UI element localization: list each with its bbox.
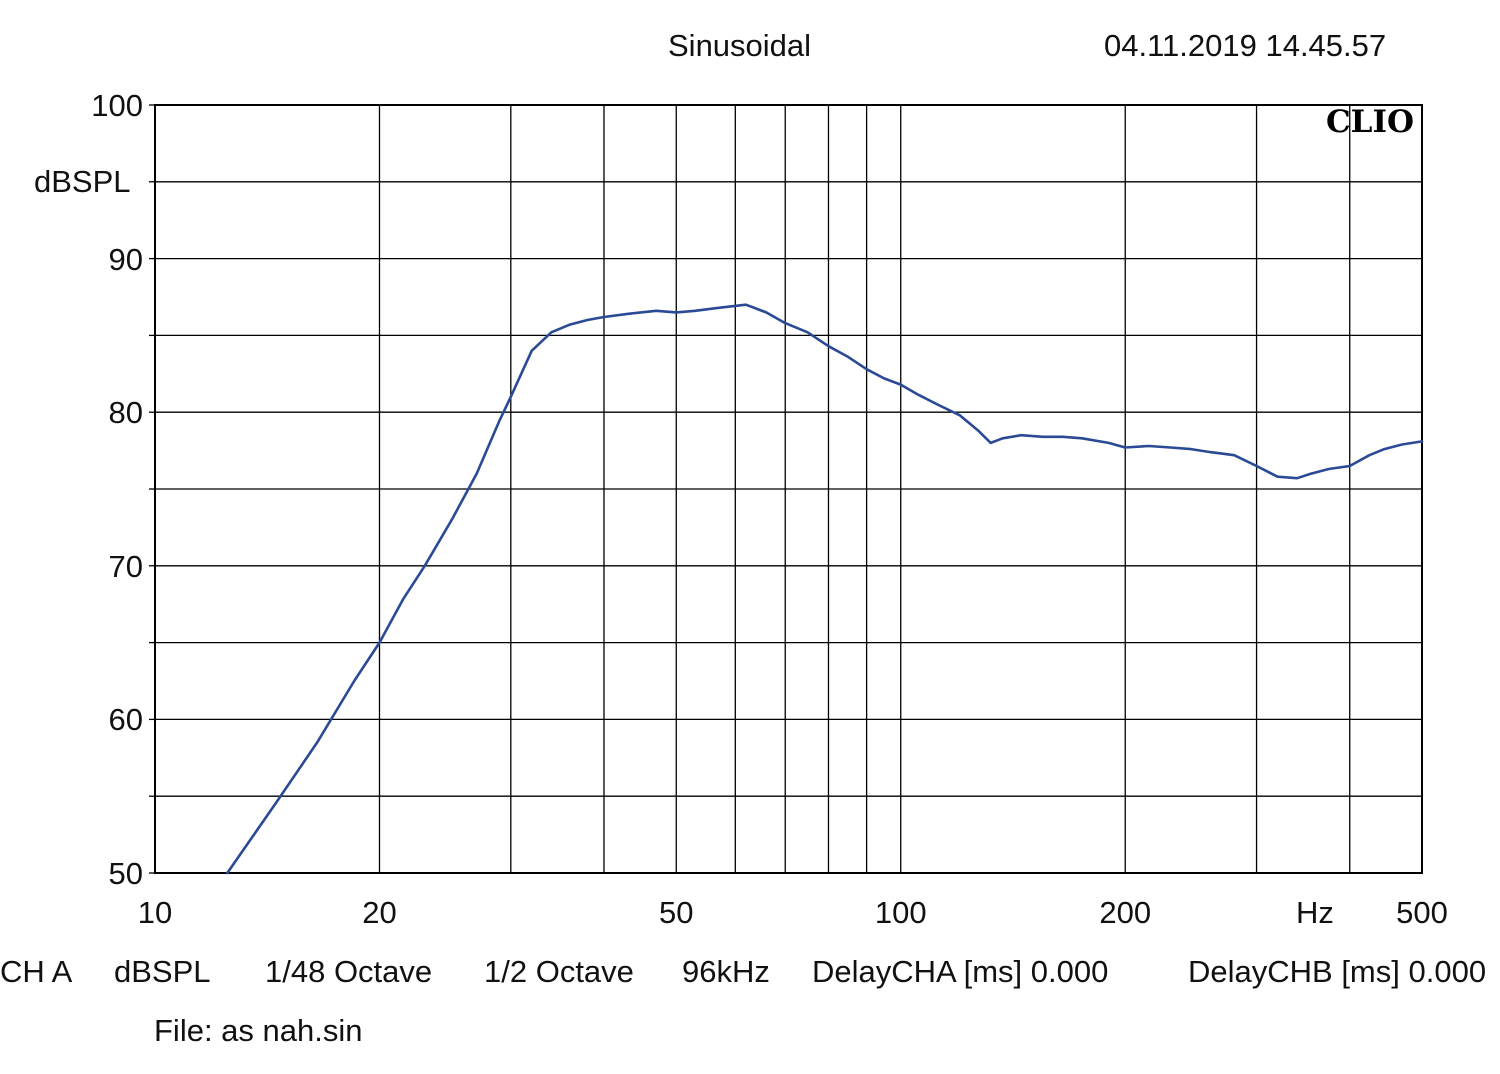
x-tick-label: 20 — [362, 895, 397, 930]
plot-frame — [154, 104, 1423, 874]
x-axis-label: Hz — [1296, 895, 1334, 930]
y-tick-label: 80 — [108, 395, 143, 431]
y-tick-label: 100 — [91, 88, 143, 123]
file-name: File: as nah.sin — [154, 1013, 363, 1048]
y-axis-label: dBSPL — [34, 164, 131, 199]
channel-label: CH A — [0, 954, 73, 989]
sample-rate-label: 96kHz — [682, 954, 770, 989]
y-tick-label: 60 — [108, 702, 143, 738]
y-tick-label: 70 — [108, 548, 143, 584]
x-tick-label: 100 — [874, 895, 927, 930]
y-tick-label: 90 — [108, 241, 143, 277]
status-bar: CH A dBSPL 1/48 Octave 1/2 Octave 96kHz … — [0, 956, 1500, 996]
y-tick-label: 50 — [108, 856, 143, 891]
x-tick-label: 50 — [659, 895, 694, 930]
resolution-label: 1/48 Octave — [265, 954, 433, 989]
x-tick-label: 500 — [1396, 895, 1448, 930]
x-tick-label: 10 — [137, 895, 173, 930]
timestamp: 04.11.2019 14.45.57 — [1104, 28, 1387, 63]
delay-cha-label: DelayCHA [ms] 0.000 — [812, 954, 1109, 989]
unit-label: dBSPL — [114, 954, 211, 989]
x-tick-label: 200 — [1099, 895, 1152, 930]
clio-logo: CLIO — [1326, 104, 1414, 140]
chart-title: Sinusoidal — [668, 28, 812, 63]
smoothing-label: 1/2 Octave — [484, 954, 634, 989]
response-curve — [226, 303, 1424, 875]
delay-chb-label: DelayCHB [ms] 0.000 — [1188, 954, 1487, 989]
grid-lines — [149, 104, 1422, 874]
